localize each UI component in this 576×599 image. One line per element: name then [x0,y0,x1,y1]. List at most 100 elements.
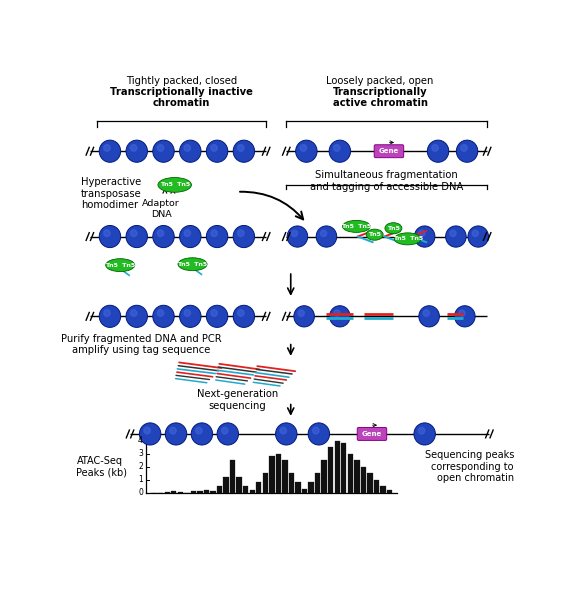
Circle shape [99,305,120,328]
Circle shape [184,230,191,237]
Text: 0: 0 [138,488,143,497]
Circle shape [233,140,255,162]
Circle shape [217,423,238,445]
Text: Tightly packed, closed: Tightly packed, closed [126,77,237,86]
Bar [380,486,386,492]
Text: ATAC-Seq
Peaks (kb): ATAC-Seq Peaks (kb) [77,456,127,477]
Bar [308,482,314,492]
Circle shape [131,310,137,316]
Text: Tn5  Tn5: Tn5 Tn5 [341,224,372,229]
Circle shape [180,305,201,328]
Circle shape [427,140,449,162]
Bar [354,460,359,492]
Circle shape [456,140,478,162]
Ellipse shape [178,258,207,271]
Text: Transcriptionally
active chromatin: Transcriptionally active chromatin [332,87,427,108]
Bar [315,473,320,492]
Text: Tn5  Tn5: Tn5 Tn5 [105,262,135,268]
Circle shape [211,230,217,237]
Ellipse shape [343,220,370,232]
Circle shape [180,140,201,162]
Circle shape [157,230,164,237]
Circle shape [126,140,147,162]
Bar [321,460,327,492]
FancyBboxPatch shape [374,145,404,158]
Text: Tn5: Tn5 [387,226,400,231]
Text: 1: 1 [138,475,143,484]
Text: Tn5  Tn5: Tn5 Tn5 [393,237,423,241]
Circle shape [157,144,164,151]
Circle shape [446,226,466,247]
Circle shape [454,305,475,327]
Circle shape [334,310,340,316]
Text: Gene: Gene [362,431,382,437]
Circle shape [184,310,191,316]
Text: Adaptor
DNA: Adaptor DNA [142,199,180,219]
Circle shape [180,225,201,247]
Circle shape [308,423,329,445]
Circle shape [419,305,439,327]
Circle shape [131,144,137,151]
Bar [237,477,242,492]
Bar [243,486,248,492]
Circle shape [206,140,228,162]
Circle shape [294,305,314,327]
Bar [223,477,229,492]
Text: Tn5: Tn5 [368,232,381,237]
Circle shape [450,230,456,237]
Circle shape [295,140,317,162]
Bar [210,491,215,492]
Bar [282,460,287,492]
Circle shape [329,305,350,327]
Text: Transcriptionally inactive
chromatin: Transcriptionally inactive chromatin [110,87,253,108]
Circle shape [157,310,164,316]
Text: 4: 4 [138,436,143,446]
Bar [249,490,255,492]
Circle shape [104,310,110,316]
Circle shape [165,423,187,445]
Circle shape [287,226,308,247]
Circle shape [206,305,228,328]
Bar [217,486,222,492]
FancyBboxPatch shape [357,428,386,440]
Bar [361,467,366,492]
Circle shape [313,427,319,434]
Bar [256,482,262,492]
Bar [289,473,294,492]
Ellipse shape [366,229,383,240]
Text: Sequencing peaks
corresponding to
open chromatin: Sequencing peaks corresponding to open c… [425,450,514,483]
Circle shape [418,427,425,434]
Circle shape [423,310,429,316]
Text: 3: 3 [138,449,143,458]
Circle shape [414,423,435,445]
Bar [171,491,176,492]
Circle shape [233,305,255,328]
Circle shape [222,427,228,434]
Circle shape [153,140,174,162]
Circle shape [131,230,137,237]
Circle shape [238,230,244,237]
Bar [374,480,379,492]
Circle shape [298,310,304,316]
Bar [295,482,301,492]
Circle shape [153,305,174,328]
Ellipse shape [395,233,421,245]
Bar [302,489,307,492]
Circle shape [468,226,488,247]
Circle shape [206,225,228,247]
Circle shape [153,225,174,247]
Text: Purify fragmented DNA and PCR
amplify using tag sequence: Purify fragmented DNA and PCR amplify us… [61,334,222,355]
Circle shape [191,423,213,445]
Circle shape [238,144,244,151]
Text: Simultaneous fragmentation
and tagging of accessible DNA: Simultaneous fragmentation and tagging o… [310,170,464,192]
Circle shape [126,225,147,247]
Bar [269,456,275,492]
Bar [263,473,268,492]
Text: 2: 2 [138,462,143,471]
Ellipse shape [106,259,135,271]
Circle shape [211,144,217,151]
Text: Next-generation
sequencing: Next-generation sequencing [196,389,278,411]
Bar [367,473,373,492]
Text: Tn5  Tn5: Tn5 Tn5 [160,182,190,187]
Bar [276,454,281,492]
